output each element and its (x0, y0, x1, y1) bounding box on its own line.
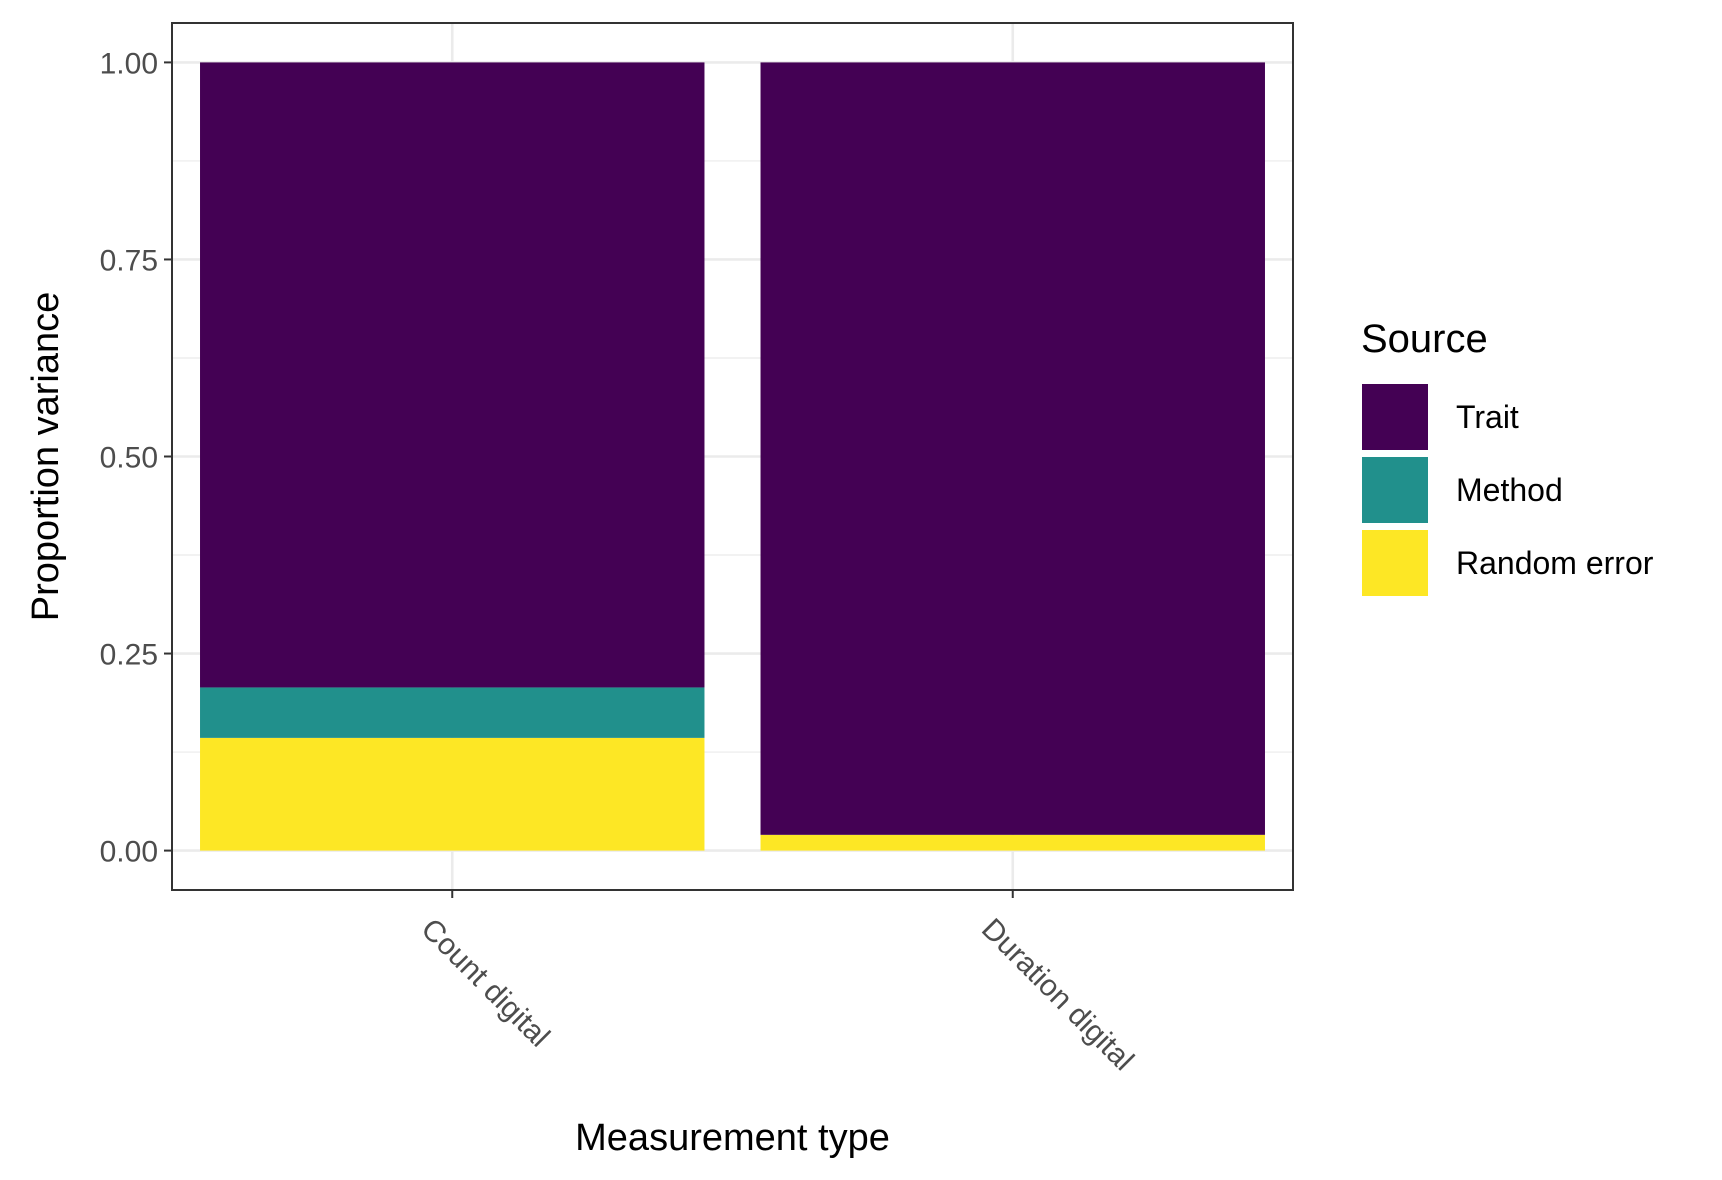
legend-label-random-error: Random error (1456, 545, 1654, 581)
y-tick-label: 0.25 (100, 639, 158, 672)
y-tick-label: 0.50 (100, 442, 158, 475)
bar-segment-trait (200, 62, 705, 688)
legend-title: Source (1361, 317, 1488, 361)
y-axis-title: Proportion variance (25, 292, 67, 622)
legend-key-trait (1362, 384, 1428, 450)
bars (200, 62, 1265, 851)
y-tick-label: 0.00 (100, 836, 158, 869)
y-tick-label: 1.00 (100, 47, 158, 80)
bar-segment-random-error (760, 834, 1265, 851)
legend-label-trait: Trait (1456, 399, 1519, 435)
bar-segment-trait (760, 62, 1265, 835)
y-tick-label: 0.75 (100, 244, 158, 277)
bar-segment-random-error (200, 737, 705, 851)
legend-label-method: Method (1456, 472, 1563, 508)
bar-segment-method (200, 687, 705, 738)
legend-key-random-error (1362, 530, 1428, 596)
legend-key-method (1362, 457, 1428, 523)
x-axis-title: Measurement type (575, 1117, 890, 1159)
legend: Source Trait Method Random error (1361, 317, 1654, 596)
y-axis: 0.00 0.25 0.50 0.75 1.00 (100, 47, 172, 869)
